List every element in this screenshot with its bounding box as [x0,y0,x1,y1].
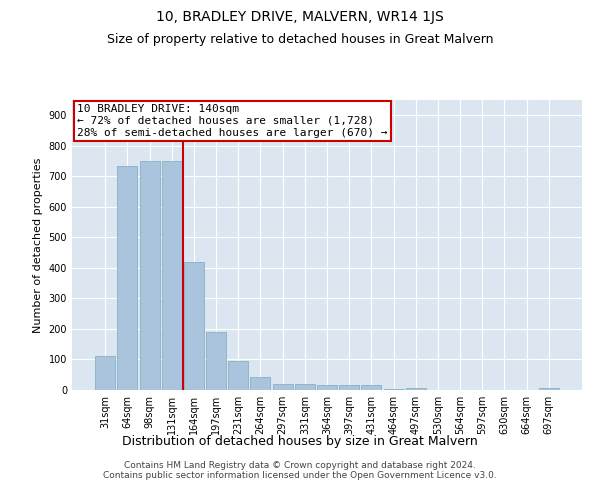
Bar [118,166,137,390]
Bar [95,356,115,390]
Bar [162,161,182,390]
Bar [339,386,359,390]
Bar [295,384,315,390]
Bar [539,388,559,390]
Text: 10, BRADLEY DRIVE, MALVERN, WR14 1JS: 10, BRADLEY DRIVE, MALVERN, WR14 1JS [156,10,444,24]
Bar [140,161,160,390]
Bar [250,377,271,390]
Text: Distribution of detached houses by size in Great Malvern: Distribution of detached houses by size … [122,435,478,448]
Bar [317,385,337,390]
Bar [272,384,293,390]
Bar [361,386,382,390]
Text: Size of property relative to detached houses in Great Malvern: Size of property relative to detached ho… [107,32,493,46]
Bar [206,332,226,390]
Text: Contains HM Land Registry data © Crown copyright and database right 2024.
Contai: Contains HM Land Registry data © Crown c… [103,460,497,480]
Bar [184,262,204,390]
Bar [228,361,248,390]
Bar [383,389,404,390]
Y-axis label: Number of detached properties: Number of detached properties [33,158,43,332]
Text: 10 BRADLEY DRIVE: 140sqm
← 72% of detached houses are smaller (1,728)
28% of sem: 10 BRADLEY DRIVE: 140sqm ← 72% of detach… [77,104,388,138]
Bar [406,388,426,390]
